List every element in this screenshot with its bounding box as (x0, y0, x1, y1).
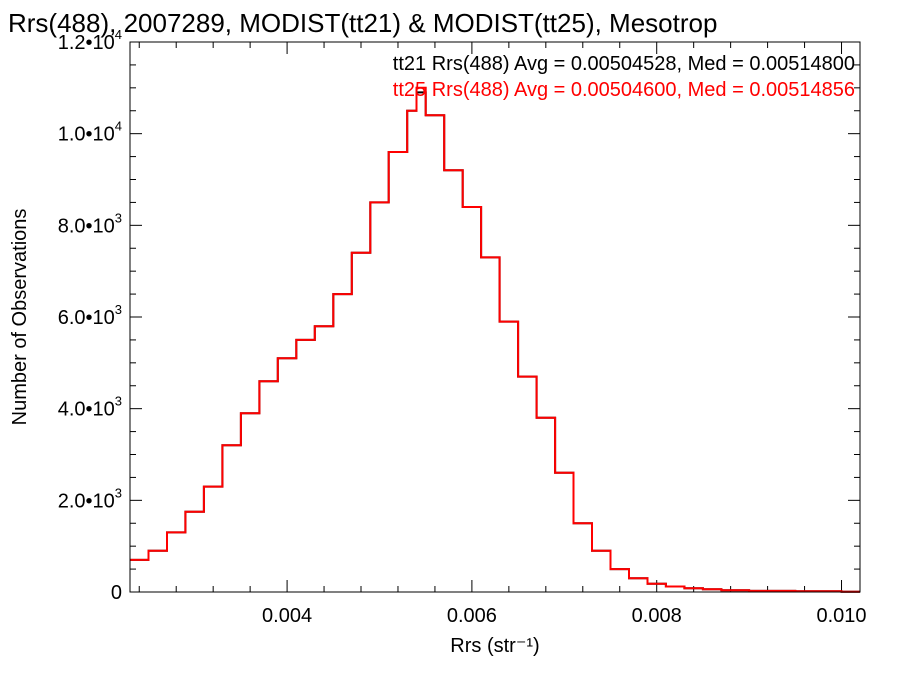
y-tick-label: 2.0•103 (58, 485, 122, 512)
legend-entry-tt25: tt25 Rrs(488) Avg = 0.00504600, Med = 0.… (393, 79, 855, 101)
chart-title: Rrs(488), 2007289, MODIST(tt21) & MODIST… (8, 8, 717, 38)
y-tick-label: 4.0•103 (58, 394, 122, 421)
series-line-tt21 (130, 91, 860, 593)
x-tick-label: 0.008 (632, 605, 682, 627)
y-tick-label: 6.0•103 (58, 302, 122, 329)
plot-frame (129, 41, 861, 593)
legend-entry-tt21: tt21 Rrs(488) Avg = 0.00504528, Med = 0.… (393, 53, 855, 75)
series-lines (130, 86, 860, 593)
x-axis-ticks: 0.004 0.006 0.008 0.010 (138, 42, 867, 627)
x-axis-label: Rrs (str⁻¹) (450, 635, 539, 657)
series-line-tt25 (130, 86, 860, 593)
x-tick-label: 0.004 (262, 605, 312, 627)
y-axis-label: Number of Observations (9, 209, 31, 426)
y-tick-label: 1.2•104 (58, 27, 122, 54)
y-tick-label: 8.0•103 (58, 210, 122, 237)
y-axis-ticks: 0 2.0•103 4.0•103 6.0•103 8.0•103 1.0•104 1.2•… (58, 27, 860, 604)
y-tick-label: 0 (111, 582, 122, 604)
x-tick-label: 0.010 (816, 605, 866, 627)
x-tick-label: 0.006 (447, 605, 497, 627)
y-tick-label: 1.0•104 (58, 119, 122, 146)
